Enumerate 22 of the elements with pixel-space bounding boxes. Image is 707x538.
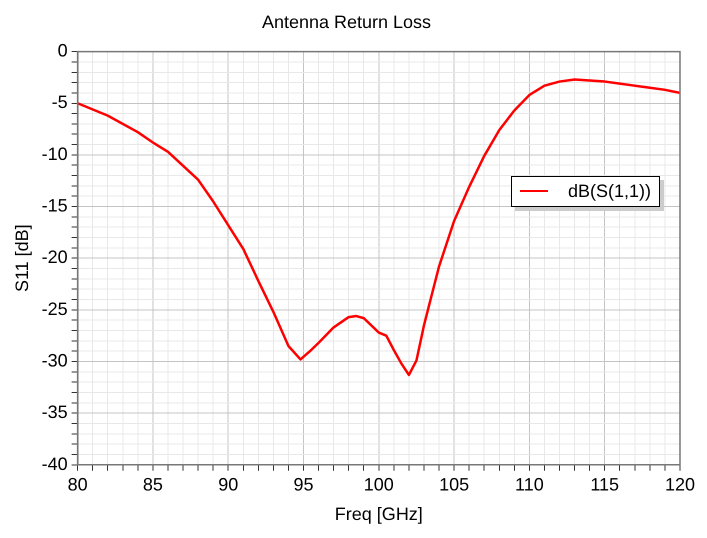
y-tick-label: -10 <box>42 144 68 164</box>
y-tick-label: -35 <box>42 402 68 422</box>
y-tick-label: -40 <box>42 454 68 474</box>
y-axis-title: S11 [dB] <box>12 224 32 292</box>
y-tick-label: -5 <box>52 92 68 112</box>
chart-title: Antenna Return Loss <box>262 12 432 32</box>
y-tick-label: -15 <box>42 196 68 216</box>
x-tick-label: 95 <box>293 474 314 495</box>
x-tick-label: 105 <box>439 474 470 495</box>
x-axis-title: Freq [GHz] <box>334 504 423 524</box>
y-tick-label: -30 <box>42 350 68 370</box>
x-tick-label: 120 <box>664 474 696 495</box>
x-tick-label: 80 <box>68 474 88 495</box>
x-tick-label: 90 <box>218 474 238 495</box>
x-tick-label: 100 <box>364 474 394 495</box>
y-tick-label: -20 <box>42 247 68 268</box>
x-tick-label: 110 <box>515 474 544 495</box>
y-tick-label: -25 <box>42 298 68 319</box>
x-tick-label: 85 <box>142 474 163 495</box>
y-tick-label: 0 <box>58 40 68 61</box>
x-tick-label: 115 <box>590 474 620 495</box>
legend-label: dB(S(1,1)) <box>568 180 651 202</box>
